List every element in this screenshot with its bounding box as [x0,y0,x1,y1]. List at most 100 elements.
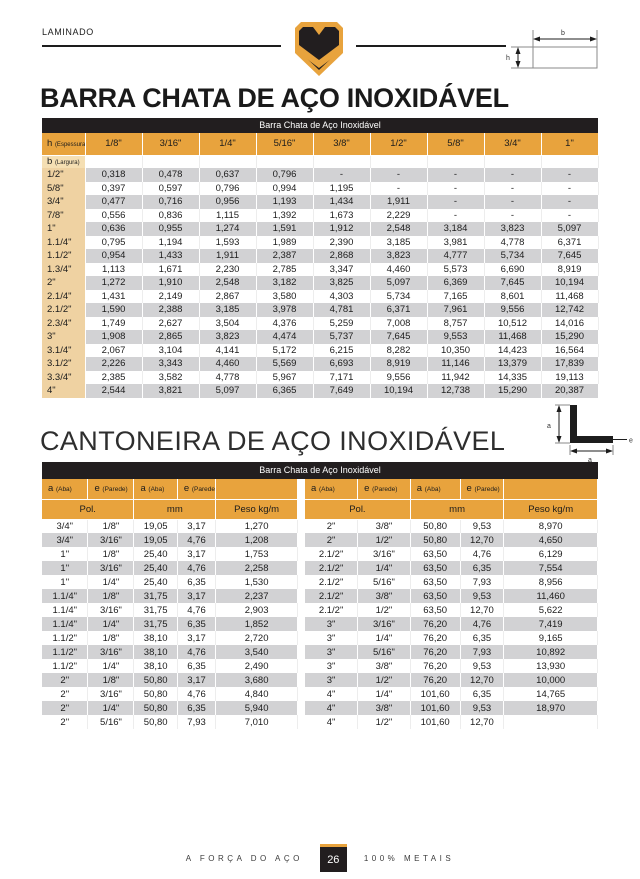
angle-cell: 1/4" [357,561,411,575]
angle-cell: 1/2" [357,673,411,687]
weight-cell: 10,512 [484,316,542,330]
angle-row: 4" 1/2" 101,60 12,70 [305,715,598,729]
weight-cell: 14,335 [484,370,542,384]
weight-cell: 3,343 [142,357,200,371]
thickness-col-header: 1/4" [199,133,257,156]
weight-cell: 5,737 [313,330,371,344]
angle-cell: 1/4" [357,687,411,701]
angle-cell: 11,460 [503,589,598,603]
weight-cell: 12,742 [541,303,599,317]
weight-cell: 6,371 [370,303,428,317]
thickness-col-header: 1/8" [85,133,143,156]
angle-cell: 1/2" [357,715,411,729]
header-sub-label: (Aba) [318,486,335,494]
weight-cell: 3,823 [484,222,542,236]
weight-cell: 6,369 [427,276,485,290]
empty-cell [85,155,143,168]
flat-bar-row: 3.3/4" 2,385 3,582 4,778 5,967 7,171 9,556 11,9… [42,370,599,384]
weight-cell: 2,548 [199,276,257,290]
angle-row: 2" 1/8" 50,80 3,17 3,680 [42,673,298,687]
angle-cell: 3,17 [177,519,217,533]
angle-row: 1.1/2" 1/4" 38,10 6,35 2,490 [42,659,298,673]
width-row-label: 2.1/2" [42,303,86,317]
weight-cell: 5,172 [256,343,314,357]
unit-header: Peso kg/m [503,499,598,520]
angle-cell: 1" [42,547,89,561]
weight-cell: 1,195 [313,181,371,195]
angle-cell: 6,35 [177,617,217,631]
empty-cell [541,155,599,168]
weight-cell: 0,477 [85,195,143,209]
angle-row: 4" 3/8" 101,60 9,53 18,970 [305,701,598,715]
angle-cell: 2,720 [215,631,298,645]
weight-cell: 2,067 [85,343,143,357]
angle-row: 1" 3/16" 25,40 4,76 2,258 [42,561,298,575]
flat-bar-row: 2.3/4" 1,749 2,627 3,504 4,376 5,259 7,008 8,75… [42,316,599,330]
weight-cell: 0,597 [142,181,200,195]
angle-cell: 31,75 [133,617,178,631]
angle-cell: 12,70 [460,603,505,617]
angle-cell: 6,35 [177,575,217,589]
weight-cell: 5,573 [427,262,485,276]
angle-cell: 6,35 [460,561,505,575]
header-sub-label: (Parede) [102,486,128,494]
weight-cell: 7,645 [484,276,542,290]
weight-cell: 0,956 [199,195,257,209]
angle-cell: 1/4" [87,617,135,631]
weight-cell: 1,590 [85,303,143,317]
weight-cell: 2,387 [256,249,314,263]
angle-cell: 10,892 [503,645,598,659]
angle-cell: 18,970 [503,701,598,715]
flat-bar-row: 3.1/4" 2,067 3,104 4,141 5,172 6,215 8,282 10,3… [42,343,599,357]
angle-col-header: e (Parede) [460,479,505,500]
angle-cell: 3/8" [357,659,411,673]
flat-bar-table-caption: Barra Chata de Aço Inoxidável [42,118,598,133]
weight-cell: 11,468 [541,289,599,303]
angle-cell: 1" [42,561,89,575]
angle-diagram: e a a [547,404,633,464]
weight-cell: - [541,168,599,182]
weight-cell: 16,564 [541,343,599,357]
angle-cell: 14,765 [503,687,598,701]
angle-cell: 3/16" [357,617,411,631]
weight-cell: 8,919 [370,357,428,371]
angle-cell: 25,40 [133,575,178,589]
header-main-letter: a [140,483,146,495]
empty-header-cell [215,479,298,500]
angle-cell: 63,50 [410,547,461,561]
flat-bar-row: 3.1/2" 2,226 3,343 4,460 5,569 6,693 8,919 11,1… [42,357,599,371]
unit-header: Peso kg/m [215,499,298,520]
weight-cell: 10,350 [427,343,485,357]
empty-cell [256,155,314,168]
weight-cell: 0,836 [142,208,200,222]
angle-cell: 1/8" [87,631,135,645]
thickness-col-header: 1" [541,133,599,156]
angle-row: 1.1/4" 3/16" 31,75 4,76 2,903 [42,603,298,617]
weight-cell: 0,716 [142,195,200,209]
weight-cell: 6,365 [256,384,314,398]
angle-cell: 3" [305,617,359,631]
weight-cell: 9,556 [370,370,428,384]
header-sub-label: (Parede) [474,486,500,494]
angle-cell: 1/8" [87,519,135,533]
angle-col-header: a (Aba) [42,479,89,500]
angle-cell: 76,20 [410,659,461,673]
weight-cell: - [541,195,599,209]
header-main-letter: e [466,483,472,495]
angle-cell: 9,53 [460,519,505,533]
width-row-label: 1" [42,222,86,236]
angle-cell: 3/8" [357,589,411,603]
angle-cell: 5,940 [215,701,298,715]
angle-cell: 12,70 [460,673,505,687]
angle-cell: 2" [305,519,359,533]
weight-cell: - [427,208,485,222]
angle-row: 3/4" 1/8" 19,05 3,17 1,270 [42,519,298,533]
angle-cell: 3/16" [87,645,135,659]
unit-header-row: Pol. mm Peso kg/m [42,499,298,520]
weight-cell: 3,825 [313,276,371,290]
header-main-letter: e [183,483,190,495]
angle-cell: 7,93 [460,645,505,659]
weight-cell: 1,431 [85,289,143,303]
weight-cell: 3,185 [199,303,257,317]
thickness-corner-header: h (Espessura) [42,133,86,156]
